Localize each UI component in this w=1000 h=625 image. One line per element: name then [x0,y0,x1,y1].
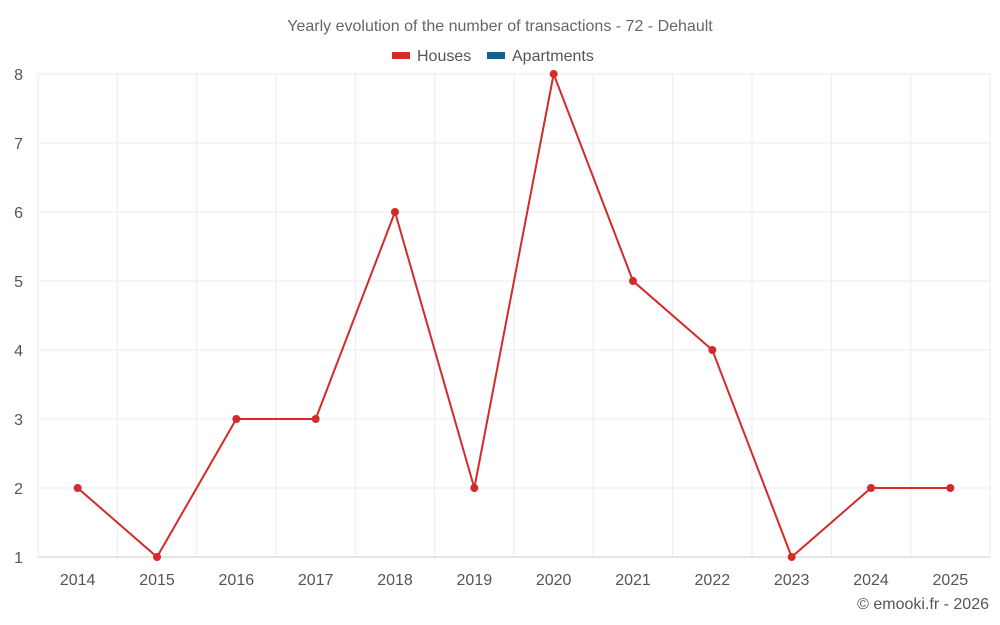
x-gridlines [37,74,991,557]
legend-label-apartments: Apartments [512,48,594,65]
data-point-houses-2016[interactable] [232,415,241,423]
x-tick-label: 2025 [933,572,969,589]
legend-item-apartments[interactable]: Apartments [487,48,594,65]
legend-swatch-apartments [487,52,505,59]
x-tick-label: 2024 [853,572,889,589]
data-point-houses-2018[interactable] [391,208,399,216]
x-tick-label: 2016 [219,572,255,589]
y-tick-label: 4 [14,343,23,360]
x-tick-label: 2020 [536,572,572,589]
y-tick-label: 7 [14,136,23,153]
x-tick-label: 2022 [695,572,731,589]
series-line-houses [77,73,951,558]
data-point-houses-2019[interactable] [470,484,479,492]
x-tick-label: 2015 [139,572,175,589]
x-tick-label: 2018 [377,572,413,589]
legend-item-houses[interactable]: Houses [392,48,471,65]
x-tick-label: 2017 [298,572,334,589]
data-point-houses-2017[interactable] [311,415,320,423]
data-point-houses-2024[interactable] [867,484,875,492]
data-point-houses-2014[interactable] [73,484,82,492]
y-tick-label: 6 [14,205,23,222]
series-layer [73,70,955,561]
chart-title: Yearly evolution of the number of transa… [287,18,713,35]
legend: Houses Apartments [392,48,594,65]
data-point-houses-2025[interactable] [946,484,955,492]
y-axis-ticks: 1 2 3 4 5 6 7 8 [14,67,23,567]
data-point-houses-2023[interactable] [787,553,796,561]
legend-swatch-houses [392,52,410,59]
y-tick-label: 8 [14,67,23,84]
x-tick-label: 2023 [774,572,810,589]
data-point-houses-2022[interactable] [708,346,717,354]
x-tick-label: 2021 [615,572,651,589]
x-axis-ticks: 2014 2015 2016 2017 2018 2019 2020 2021 2022 2023… [60,572,968,589]
y-tick-label: 2 [14,481,23,498]
y-tick-label: 5 [14,274,23,291]
x-tick-label: 2014 [60,572,96,589]
data-point-houses-2020[interactable] [549,70,558,78]
credit-text: © emooki.fr - 2026 [857,596,989,613]
data-point-houses-2021[interactable] [629,277,637,285]
y-tick-label: 1 [14,550,23,567]
y-tick-label: 3 [14,412,23,429]
x-tick-label: 2019 [457,572,493,589]
legend-label-houses: Houses [417,48,471,65]
data-point-houses-2015[interactable] [153,553,161,561]
